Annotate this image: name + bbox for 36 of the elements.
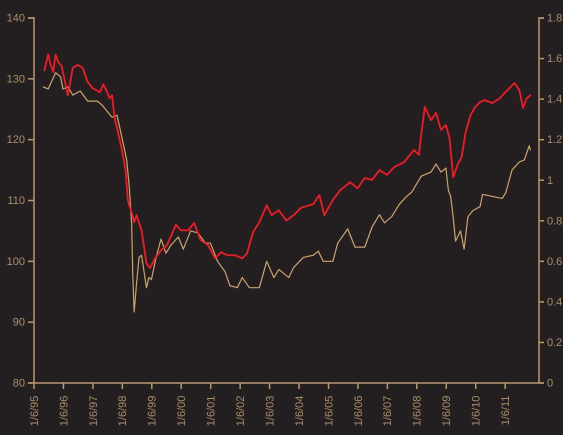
y2-tick-label: 1.4 bbox=[547, 94, 562, 106]
y2-tick-label: 1.8 bbox=[547, 12, 562, 25]
x-tick-label: 1/6/04 bbox=[294, 396, 306, 426]
x-tick-label: 1/6/96 bbox=[58, 396, 70, 426]
y2-tick-label: 0.8 bbox=[547, 215, 562, 228]
y2-tick-label: 0 bbox=[547, 378, 554, 390]
x-tick-label: 1/6/02 bbox=[234, 396, 247, 426]
y2-tick-label: 1 bbox=[547, 174, 554, 187]
x-tick-label: 1/6/11 bbox=[500, 396, 512, 426]
x-tick-label: 1/6/01 bbox=[206, 396, 218, 426]
y-tick-label: 140 bbox=[6, 12, 25, 25]
x-tick-label: 1/6/06 bbox=[352, 396, 365, 426]
y-tick-label: 130 bbox=[6, 73, 25, 86]
line-series bbox=[44, 54, 532, 269]
y-tick-label: 120 bbox=[6, 134, 25, 146]
y-tick-label: 90 bbox=[12, 316, 25, 329]
x-tick-label: 1/6/95 bbox=[28, 396, 41, 426]
x-tick-label: 1/6/97 bbox=[88, 396, 100, 426]
y2-tick-label: 0.2 bbox=[547, 336, 562, 349]
x-tick-label: 1/6/10 bbox=[470, 396, 483, 426]
x-tick-label: 1/6/05 bbox=[323, 396, 336, 426]
x-tick-label: 1/6/00 bbox=[176, 396, 188, 426]
x-tick-label: 1/6/09 bbox=[441, 396, 454, 426]
x-tick-label: 1/6/08 bbox=[412, 396, 424, 426]
x-tick-label: 1/6/99 bbox=[146, 396, 159, 426]
x-tick-label: 1/6/07 bbox=[382, 396, 394, 426]
y2-tick-label: 1.2 bbox=[547, 134, 562, 146]
line-series bbox=[42, 72, 531, 313]
x-tick-label: 1/6/98 bbox=[117, 396, 130, 426]
y2-tick-label: 1.6 bbox=[547, 53, 562, 66]
y-tick-label: 80 bbox=[12, 378, 25, 390]
y-tick-label: 100 bbox=[6, 256, 25, 268]
x-tick-label: 1/6/03 bbox=[264, 396, 276, 426]
y2-tick-label: 0.6 bbox=[547, 256, 562, 268]
y2-tick-label: 0.4 bbox=[547, 296, 562, 308]
y-tick-label: 110 bbox=[7, 195, 25, 208]
